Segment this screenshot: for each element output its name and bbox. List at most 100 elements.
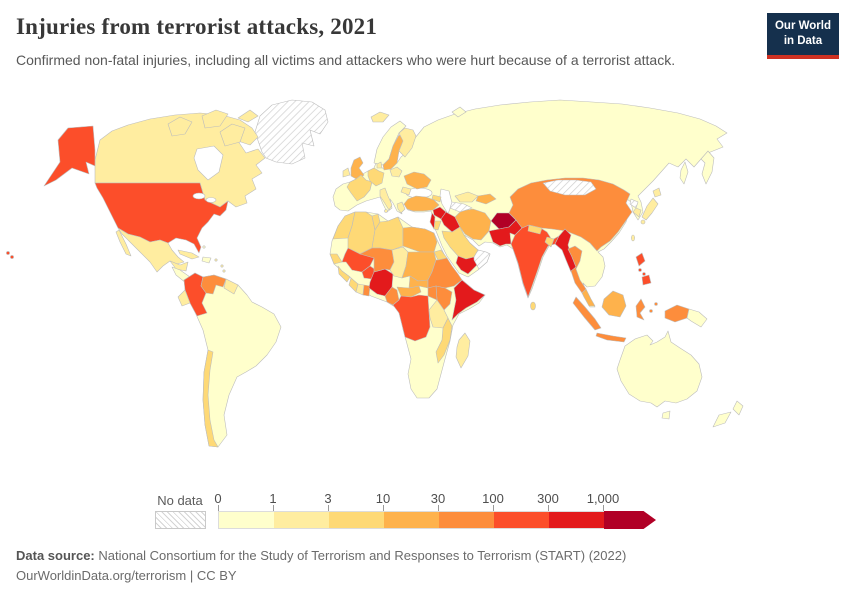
country-germany[interactable] <box>367 167 385 187</box>
country-france[interactable] <box>346 174 373 202</box>
canadian-arctic-islands[interactable] <box>167 116 193 137</box>
island-tasmania[interactable] <box>661 410 671 420</box>
canadian-arctic-islands[interactable] <box>201 109 229 129</box>
country-greece[interactable] <box>396 201 406 214</box>
country-oman-uae[interactable] <box>473 249 491 270</box>
country-ireland[interactable] <box>342 167 351 178</box>
country-drc[interactable] <box>392 294 431 342</box>
country-chile[interactable] <box>202 349 219 448</box>
country-usa-alaska[interactable] <box>43 125 96 187</box>
country-bangladesh[interactable] <box>544 236 555 248</box>
country-philippines[interactable] <box>638 268 642 272</box>
island-moluccas[interactable] <box>654 302 658 306</box>
region-kamchatka[interactable] <box>700 150 715 185</box>
country-new-zealand-south[interactable] <box>712 411 732 428</box>
country-romania[interactable] <box>400 186 412 196</box>
island-sumatra[interactable] <box>572 296 602 331</box>
island-antilles[interactable] <box>220 264 224 268</box>
legend-tick-mark <box>383 505 384 511</box>
country-sri-lanka[interactable] <box>530 301 536 311</box>
island-java[interactable] <box>595 332 627 343</box>
legend-scale-segment[interactable] <box>274 511 329 529</box>
legend-tick-label: 300 <box>537 491 559 506</box>
country-japan-kyushu[interactable] <box>640 219 646 225</box>
country-togo-benin[interactable] <box>362 284 371 297</box>
country-ecuador[interactable] <box>177 289 191 307</box>
legend-color-scale[interactable] <box>218 511 656 529</box>
island-novaya-zemlya[interactable] <box>451 106 467 118</box>
country-japan-hokkaido[interactable] <box>652 187 662 198</box>
country-usa-hawaii[interactable] <box>10 255 14 259</box>
country-philippines-mindanao[interactable] <box>641 274 652 286</box>
legend-scale-segment[interactable] <box>494 511 549 529</box>
island-sulawesi[interactable] <box>635 298 646 321</box>
country-ukraine[interactable] <box>403 171 432 190</box>
island-moluccas[interactable] <box>649 309 653 313</box>
legend-scale-segment[interactable] <box>329 511 384 529</box>
country-philippines-luzon[interactable] <box>635 252 646 267</box>
country-iceland[interactable] <box>370 111 390 123</box>
legend-tick-label: 0 <box>214 491 222 506</box>
legend-scale-segment[interactable] <box>549 511 604 529</box>
legend-tick-label: 30 <box>430 491 446 506</box>
island-antilles[interactable] <box>222 269 226 273</box>
country-mexico-baja[interactable] <box>115 229 132 257</box>
country-cuba[interactable] <box>177 249 200 260</box>
country-egypt[interactable] <box>402 226 438 253</box>
country-denmark[interactable] <box>376 161 383 169</box>
owid-logo[interactable]: Our World in Data <box>766 13 839 59</box>
island-antilles[interactable] <box>214 258 218 262</box>
country-mongolia[interactable] <box>542 179 597 196</box>
region-guyanas[interactable] <box>223 278 239 295</box>
region-west-new-guinea[interactable] <box>664 304 690 323</box>
country-venezuela[interactable] <box>200 274 227 295</box>
country-finland[interactable] <box>398 127 417 158</box>
page-title: Injuries from terrorist attacks, 2021 <box>16 14 378 39</box>
country-united-kingdom[interactable] <box>350 156 365 181</box>
country-madagascar[interactable] <box>455 332 471 369</box>
country-australia[interactable] <box>616 330 703 408</box>
canadian-arctic-islands[interactable] <box>237 109 259 123</box>
canadian-arctic-islands[interactable] <box>219 123 246 147</box>
country-guinea[interactable] <box>337 265 351 283</box>
region-kyrgyzstan-tajikistan[interactable] <box>475 193 497 205</box>
owid-logo-line2: in Data <box>783 34 823 47</box>
legend-scale-segment[interactable] <box>604 511 656 529</box>
country-yemen[interactable] <box>455 255 478 275</box>
country-japan[interactable] <box>641 197 659 221</box>
country-papua-new-guinea[interactable] <box>686 308 708 328</box>
legend-no-data-swatch[interactable] <box>155 511 206 529</box>
island-sakhalin[interactable] <box>679 161 689 185</box>
country-malaysia[interactable] <box>581 288 596 307</box>
legend-scale-segment[interactable] <box>439 511 494 529</box>
country-usa-hawaii[interactable] <box>6 251 10 255</box>
island-borneo[interactable] <box>601 290 627 318</box>
country-mexico[interactable] <box>117 227 185 273</box>
country-greenland[interactable] <box>254 99 329 165</box>
country-pakistan[interactable] <box>488 219 523 247</box>
country-mozambique[interactable] <box>435 317 453 364</box>
region-caucasus[interactable] <box>431 194 442 203</box>
country-jordan[interactable] <box>433 220 442 231</box>
island-hispaniola[interactable] <box>201 256 212 264</box>
country-uzbekistan[interactable] <box>454 191 479 203</box>
island-bahamas[interactable] <box>202 245 206 249</box>
country-poland[interactable] <box>389 166 403 178</box>
country-somalia[interactable] <box>451 279 486 321</box>
country-china[interactable] <box>508 177 633 252</box>
country-new-zealand-north[interactable] <box>732 400 744 416</box>
legend-scale-segment[interactable] <box>384 511 439 529</box>
map-legend: No data 0 1 3 10 30 100 300 1,000 <box>0 488 850 534</box>
country-mexico-yucatan[interactable] <box>169 260 189 272</box>
legend-tick-label: 100 <box>482 491 504 506</box>
country-philippines[interactable] <box>642 272 646 276</box>
country-turkmenistan[interactable] <box>449 201 473 213</box>
country-italy[interactable] <box>379 187 393 211</box>
country-taiwan[interactable] <box>631 234 635 242</box>
country-turkey[interactable] <box>403 195 440 212</box>
country-south-korea[interactable] <box>632 207 642 218</box>
attribution-line[interactable]: OurWorldinData.org/terrorism | CC BY <box>16 568 237 583</box>
island-sicily[interactable] <box>384 209 388 213</box>
legend-scale-segment[interactable] <box>218 511 274 529</box>
